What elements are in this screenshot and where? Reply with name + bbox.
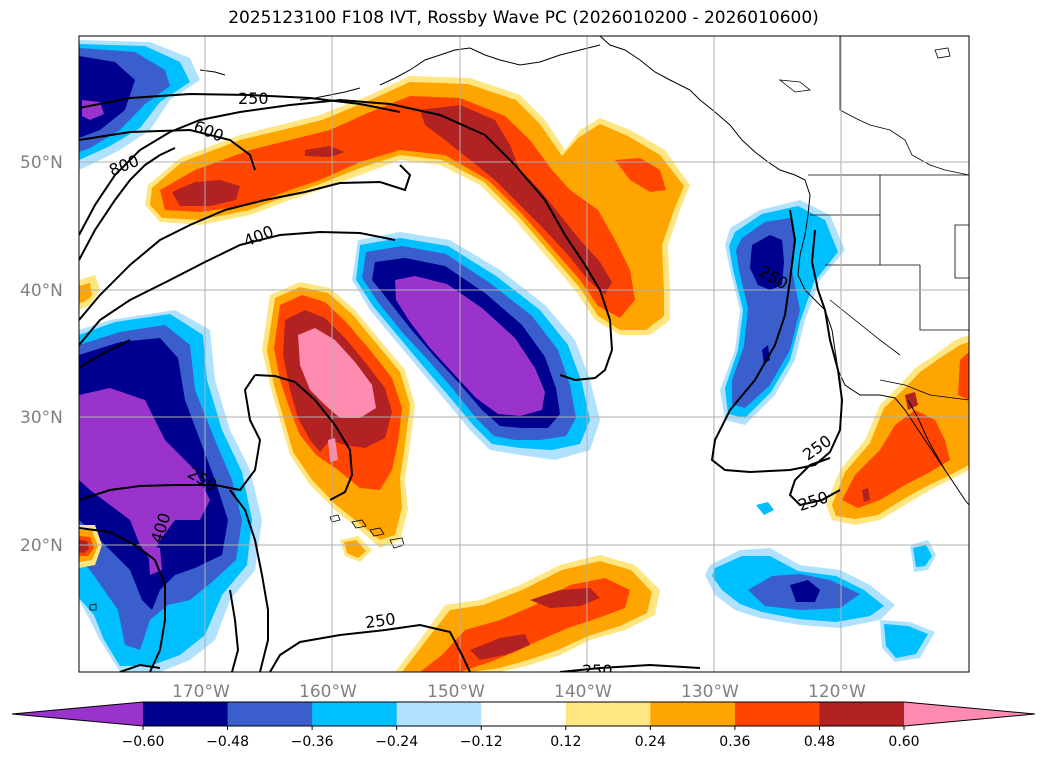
ivt-contours [79,92,844,672]
colorbar-extend-low [12,702,143,726]
colorbar: −0.60 −0.48 −0.36 −0.24 −0.12 0.12 0.24 0.36 0.4… [11,701,1036,750]
colorbar-segment [565,702,651,726]
latitude-labels: 50°N 40°N 30°N 20°N [20,153,63,556]
colorbar-segment [143,702,229,726]
colorbar-tick-label: −0.48 [206,734,249,750]
lat-label: 20°N [20,536,63,556]
contour-label: 250 [364,609,397,632]
colorbar-segment [312,702,398,726]
negative-anomaly-west [79,310,262,672]
colorbar-tick-label: 0.60 [888,734,919,750]
colorbar-tick-label: −0.36 [291,734,334,750]
contour-label: 250 [238,89,269,108]
contour-label: 250 [582,661,613,680]
colorbar-segment [650,702,736,726]
colorbar-segment [819,702,905,726]
lon-label: 160°W [299,682,357,702]
map-plot-area: 250 600 800 400 250 400 250 250 250 250 … [79,36,969,680]
colorbar-segment [481,702,567,726]
lon-label: 150°W [427,682,485,702]
map-title: 2025123100 F108 IVT, Rossby Wave PC (202… [228,8,819,28]
colorbar-tick-label: 0.36 [719,734,750,750]
colorbar-segment [734,702,820,726]
coastlines [199,36,969,506]
negative-anomaly-east-coast [720,200,845,425]
longitude-labels: 170°W 160°W 150°W 140°W 130°W 120°W [172,682,866,702]
colorbar-tick-label: 0.24 [635,734,666,750]
negative-anomaly-northwest [79,40,200,170]
colorbar-segment [227,702,313,726]
positive-anomaly-southwest-edge [79,525,102,568]
lon-label: 140°W [554,682,612,702]
lon-label: 130°W [681,682,739,702]
positive-anomaly-south [395,555,660,672]
colorbar-tick-label: −0.24 [375,734,418,750]
colorbar-tick-label: 0.12 [550,734,581,750]
lon-label: 170°W [172,682,230,702]
map-gridlines [79,36,969,672]
lon-label: 120°W [808,682,866,702]
colorbar-tick-label: 0.48 [804,734,835,750]
negative-anomaly-southeast [705,502,936,662]
colorbar-segment [396,702,482,726]
lat-label: 40°N [20,281,63,301]
lat-label: 30°N [20,408,63,428]
positive-anomaly-north-arc [145,76,690,335]
lat-label: 50°N [20,153,63,173]
colorbar-tick-label: −0.60 [122,734,165,750]
positive-anomaly-west-edge [79,275,100,310]
map-frame [78,35,970,673]
negative-anomaly-central [352,232,600,460]
colorbar-tick-label: −0.12 [460,734,503,750]
colorbar-extend-high [904,702,1035,726]
positive-anomaly-east [826,335,969,525]
state-borders [808,36,969,401]
